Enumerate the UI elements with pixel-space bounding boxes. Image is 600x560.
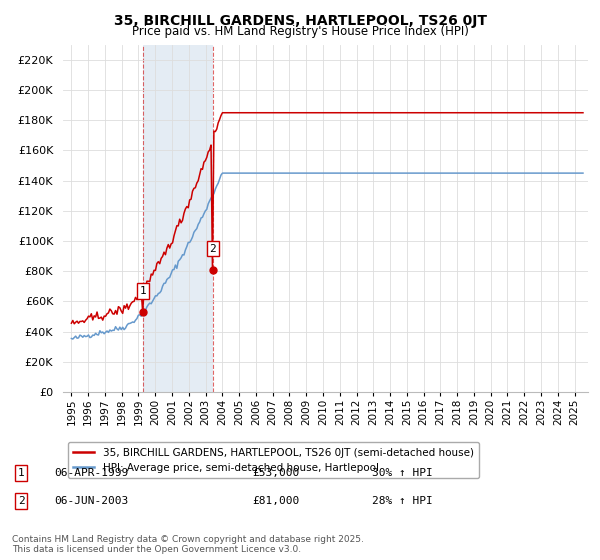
Bar xyxy=(143,45,213,392)
Text: 2: 2 xyxy=(209,244,217,254)
Text: 28% ↑ HPI: 28% ↑ HPI xyxy=(372,496,433,506)
Text: 35, BIRCHILL GARDENS, HARTLEPOOL, TS26 0JT: 35, BIRCHILL GARDENS, HARTLEPOOL, TS26 0… xyxy=(113,14,487,28)
Text: £53,000: £53,000 xyxy=(252,468,299,478)
Text: 06-APR-1999: 06-APR-1999 xyxy=(54,468,128,478)
Text: 30% ↑ HPI: 30% ↑ HPI xyxy=(372,468,433,478)
Text: Price paid vs. HM Land Registry's House Price Index (HPI): Price paid vs. HM Land Registry's House … xyxy=(131,25,469,38)
Text: Contains HM Land Registry data © Crown copyright and database right 2025.
This d: Contains HM Land Registry data © Crown c… xyxy=(12,535,364,554)
Text: 06-JUN-2003: 06-JUN-2003 xyxy=(54,496,128,506)
Text: £81,000: £81,000 xyxy=(252,496,299,506)
Text: 1: 1 xyxy=(17,468,25,478)
Text: 1: 1 xyxy=(140,286,146,296)
Legend: 35, BIRCHILL GARDENS, HARTLEPOOL, TS26 0JT (semi-detached house), HPI: Average p: 35, BIRCHILL GARDENS, HARTLEPOOL, TS26 0… xyxy=(68,442,479,478)
Text: 2: 2 xyxy=(17,496,25,506)
